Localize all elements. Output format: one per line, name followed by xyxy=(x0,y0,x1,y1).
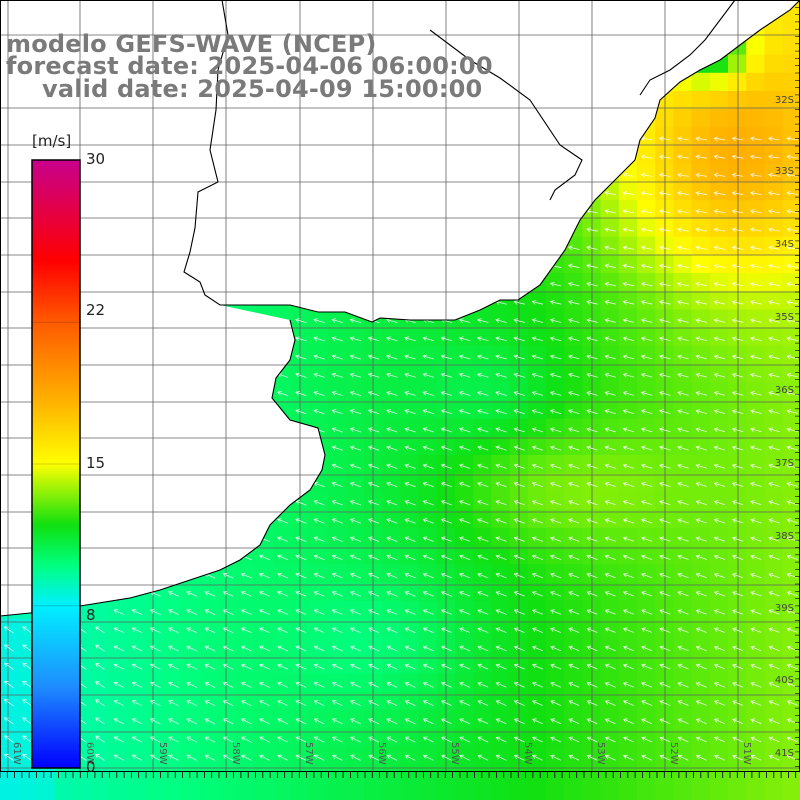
coastline-south xyxy=(0,319,326,617)
lat-label-38S: 38S xyxy=(774,531,794,542)
lon-label-61W: 61W xyxy=(11,742,22,765)
lon-label-56W: 56W xyxy=(376,742,387,765)
lat-label-34S: 34S xyxy=(774,239,794,250)
lon-label-53W: 53W xyxy=(595,742,606,765)
lon-label-54W: 54W xyxy=(522,742,533,765)
lat-label-35S: 35S xyxy=(774,312,794,323)
title-valid-date: valid date: 2025-04-09 15:00:00 xyxy=(42,75,483,103)
lon-label-60W: 60W xyxy=(84,742,95,765)
lat-label-37S: 37S xyxy=(774,458,794,469)
lat-label-33S: 33S xyxy=(774,166,794,177)
coastline-north xyxy=(183,0,800,323)
lat-label-36S: 36S xyxy=(774,385,794,396)
title-model: modelo GEFS-WAVE (NCEP) xyxy=(6,30,377,58)
lon-label-58W: 58W xyxy=(230,742,241,765)
lat-label-41S: 41S xyxy=(774,748,794,759)
lat-label-32S: 32S xyxy=(774,95,794,106)
border-line xyxy=(429,29,583,201)
land-argentina xyxy=(0,0,325,616)
land-uruguay-brazil xyxy=(0,0,800,322)
lon-label-51W: 51W xyxy=(741,742,752,765)
land-mask xyxy=(0,0,800,616)
coastline xyxy=(0,0,800,617)
lat-label-39S: 39S xyxy=(774,603,794,614)
lon-label-59W: 59W xyxy=(157,742,168,765)
lat-label-40S: 40S xyxy=(774,675,794,686)
lon-label-52W: 52W xyxy=(668,742,679,765)
lon-label-55W: 55W xyxy=(449,742,460,765)
lon-label-57W: 57W xyxy=(303,742,314,765)
title-forecast-date: forecast date: 2025-04-06 06:00:00 xyxy=(6,52,493,80)
lagoon-line xyxy=(639,0,736,96)
